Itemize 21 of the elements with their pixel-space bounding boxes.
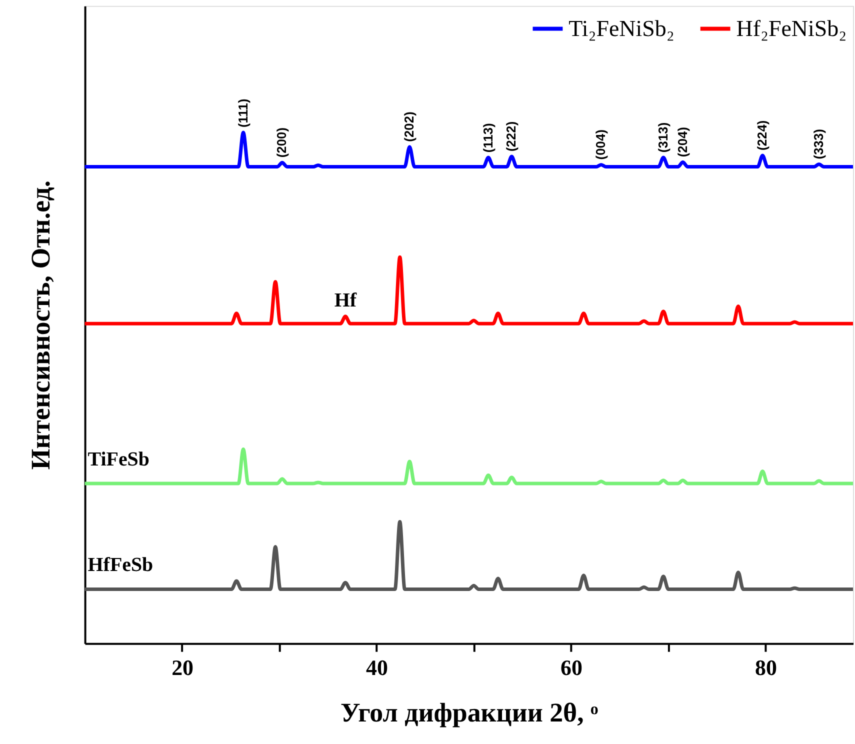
annotation: HfFeSb — [88, 554, 154, 576]
annotation: (204) — [674, 126, 690, 158]
x-tick-label: 20 — [172, 654, 194, 680]
x-tick-label: 60 — [560, 654, 583, 680]
x-axis-title: Угол дифракции 2θ, ᵒ — [340, 698, 599, 728]
annotation: (111) — [235, 98, 250, 128]
legend-label: Hf₂FeNiSb₂ — [736, 16, 847, 41]
y-axis-title: Интенсивность, Отн.ед. — [25, 180, 56, 470]
legend-label: Ti₂FeNiSb₂ — [568, 16, 674, 41]
annotation: TiFeSb — [88, 448, 150, 471]
x-tick-label: 80 — [755, 654, 777, 680]
x-tick-label: 40 — [366, 654, 388, 680]
annotation: (113) — [480, 123, 496, 153]
annotation: (222) — [504, 121, 519, 152]
annotation: (202) — [402, 112, 417, 142]
annotation: Hf — [334, 289, 357, 312]
annotation: (224) — [754, 120, 770, 151]
annotation: (200) — [274, 127, 290, 158]
annotation: (333) — [810, 128, 826, 160]
annotation: (313) — [655, 122, 670, 153]
annotation: (004) — [593, 129, 608, 160]
